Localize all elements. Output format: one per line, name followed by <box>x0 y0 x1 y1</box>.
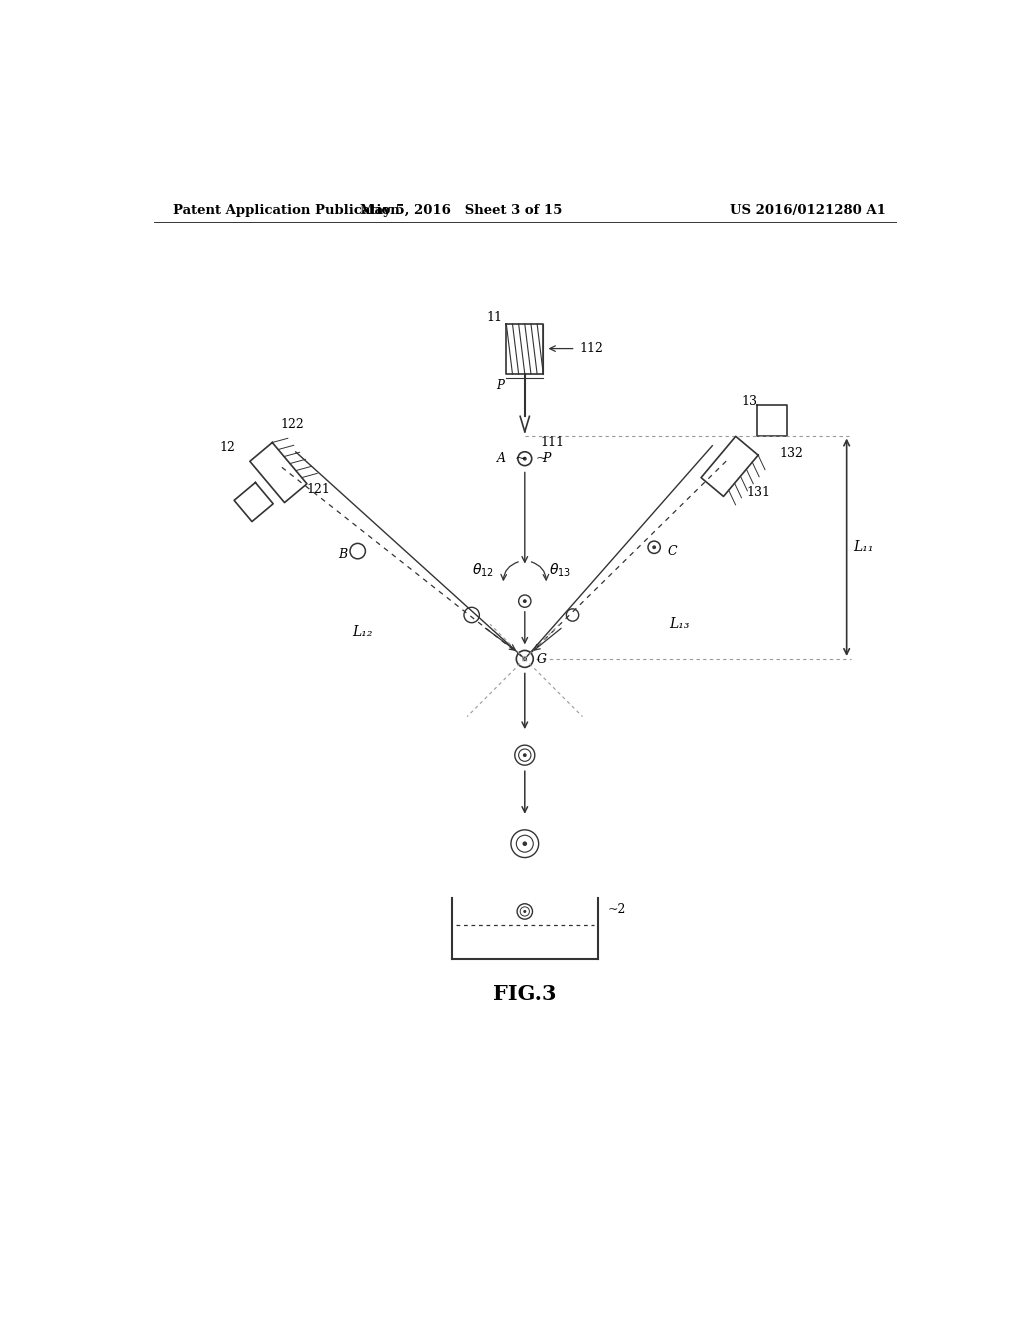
Circle shape <box>652 545 656 549</box>
Text: C: C <box>668 545 677 557</box>
Circle shape <box>522 841 527 846</box>
Text: ~: ~ <box>536 451 547 466</box>
Text: 132: 132 <box>779 447 804 461</box>
Text: B: B <box>339 548 347 561</box>
Text: 121: 121 <box>306 483 330 496</box>
Circle shape <box>523 457 526 461</box>
Text: P: P <box>543 453 551 465</box>
Text: $\theta_{13}$: $\theta_{13}$ <box>550 561 571 578</box>
Circle shape <box>523 599 526 603</box>
Text: 131: 131 <box>746 486 770 499</box>
Text: G: G <box>538 653 547 665</box>
Text: 112: 112 <box>580 342 603 355</box>
Text: US 2016/0121280 A1: US 2016/0121280 A1 <box>730 205 886 218</box>
Circle shape <box>523 754 526 758</box>
Text: 122: 122 <box>281 418 304 430</box>
Text: FIG.3: FIG.3 <box>493 983 557 1003</box>
Text: L₁₂: L₁₂ <box>352 624 373 639</box>
Text: 11: 11 <box>486 312 503 325</box>
Text: L₁₃: L₁₃ <box>670 618 690 631</box>
Text: L₁₁: L₁₁ <box>853 540 873 554</box>
Text: Patent Application Publication: Patent Application Publication <box>173 205 399 218</box>
Text: ~: ~ <box>514 453 525 466</box>
Circle shape <box>523 909 526 913</box>
Text: P: P <box>497 379 504 392</box>
Text: 111: 111 <box>541 437 564 449</box>
Text: 12: 12 <box>219 441 234 454</box>
Text: ~2: ~2 <box>607 903 626 916</box>
Text: A: A <box>497 453 506 465</box>
Text: 13: 13 <box>741 395 757 408</box>
Circle shape <box>522 656 527 661</box>
Text: $\theta_{12}$: $\theta_{12}$ <box>472 561 495 578</box>
Text: May 5, 2016   Sheet 3 of 15: May 5, 2016 Sheet 3 of 15 <box>360 205 563 218</box>
